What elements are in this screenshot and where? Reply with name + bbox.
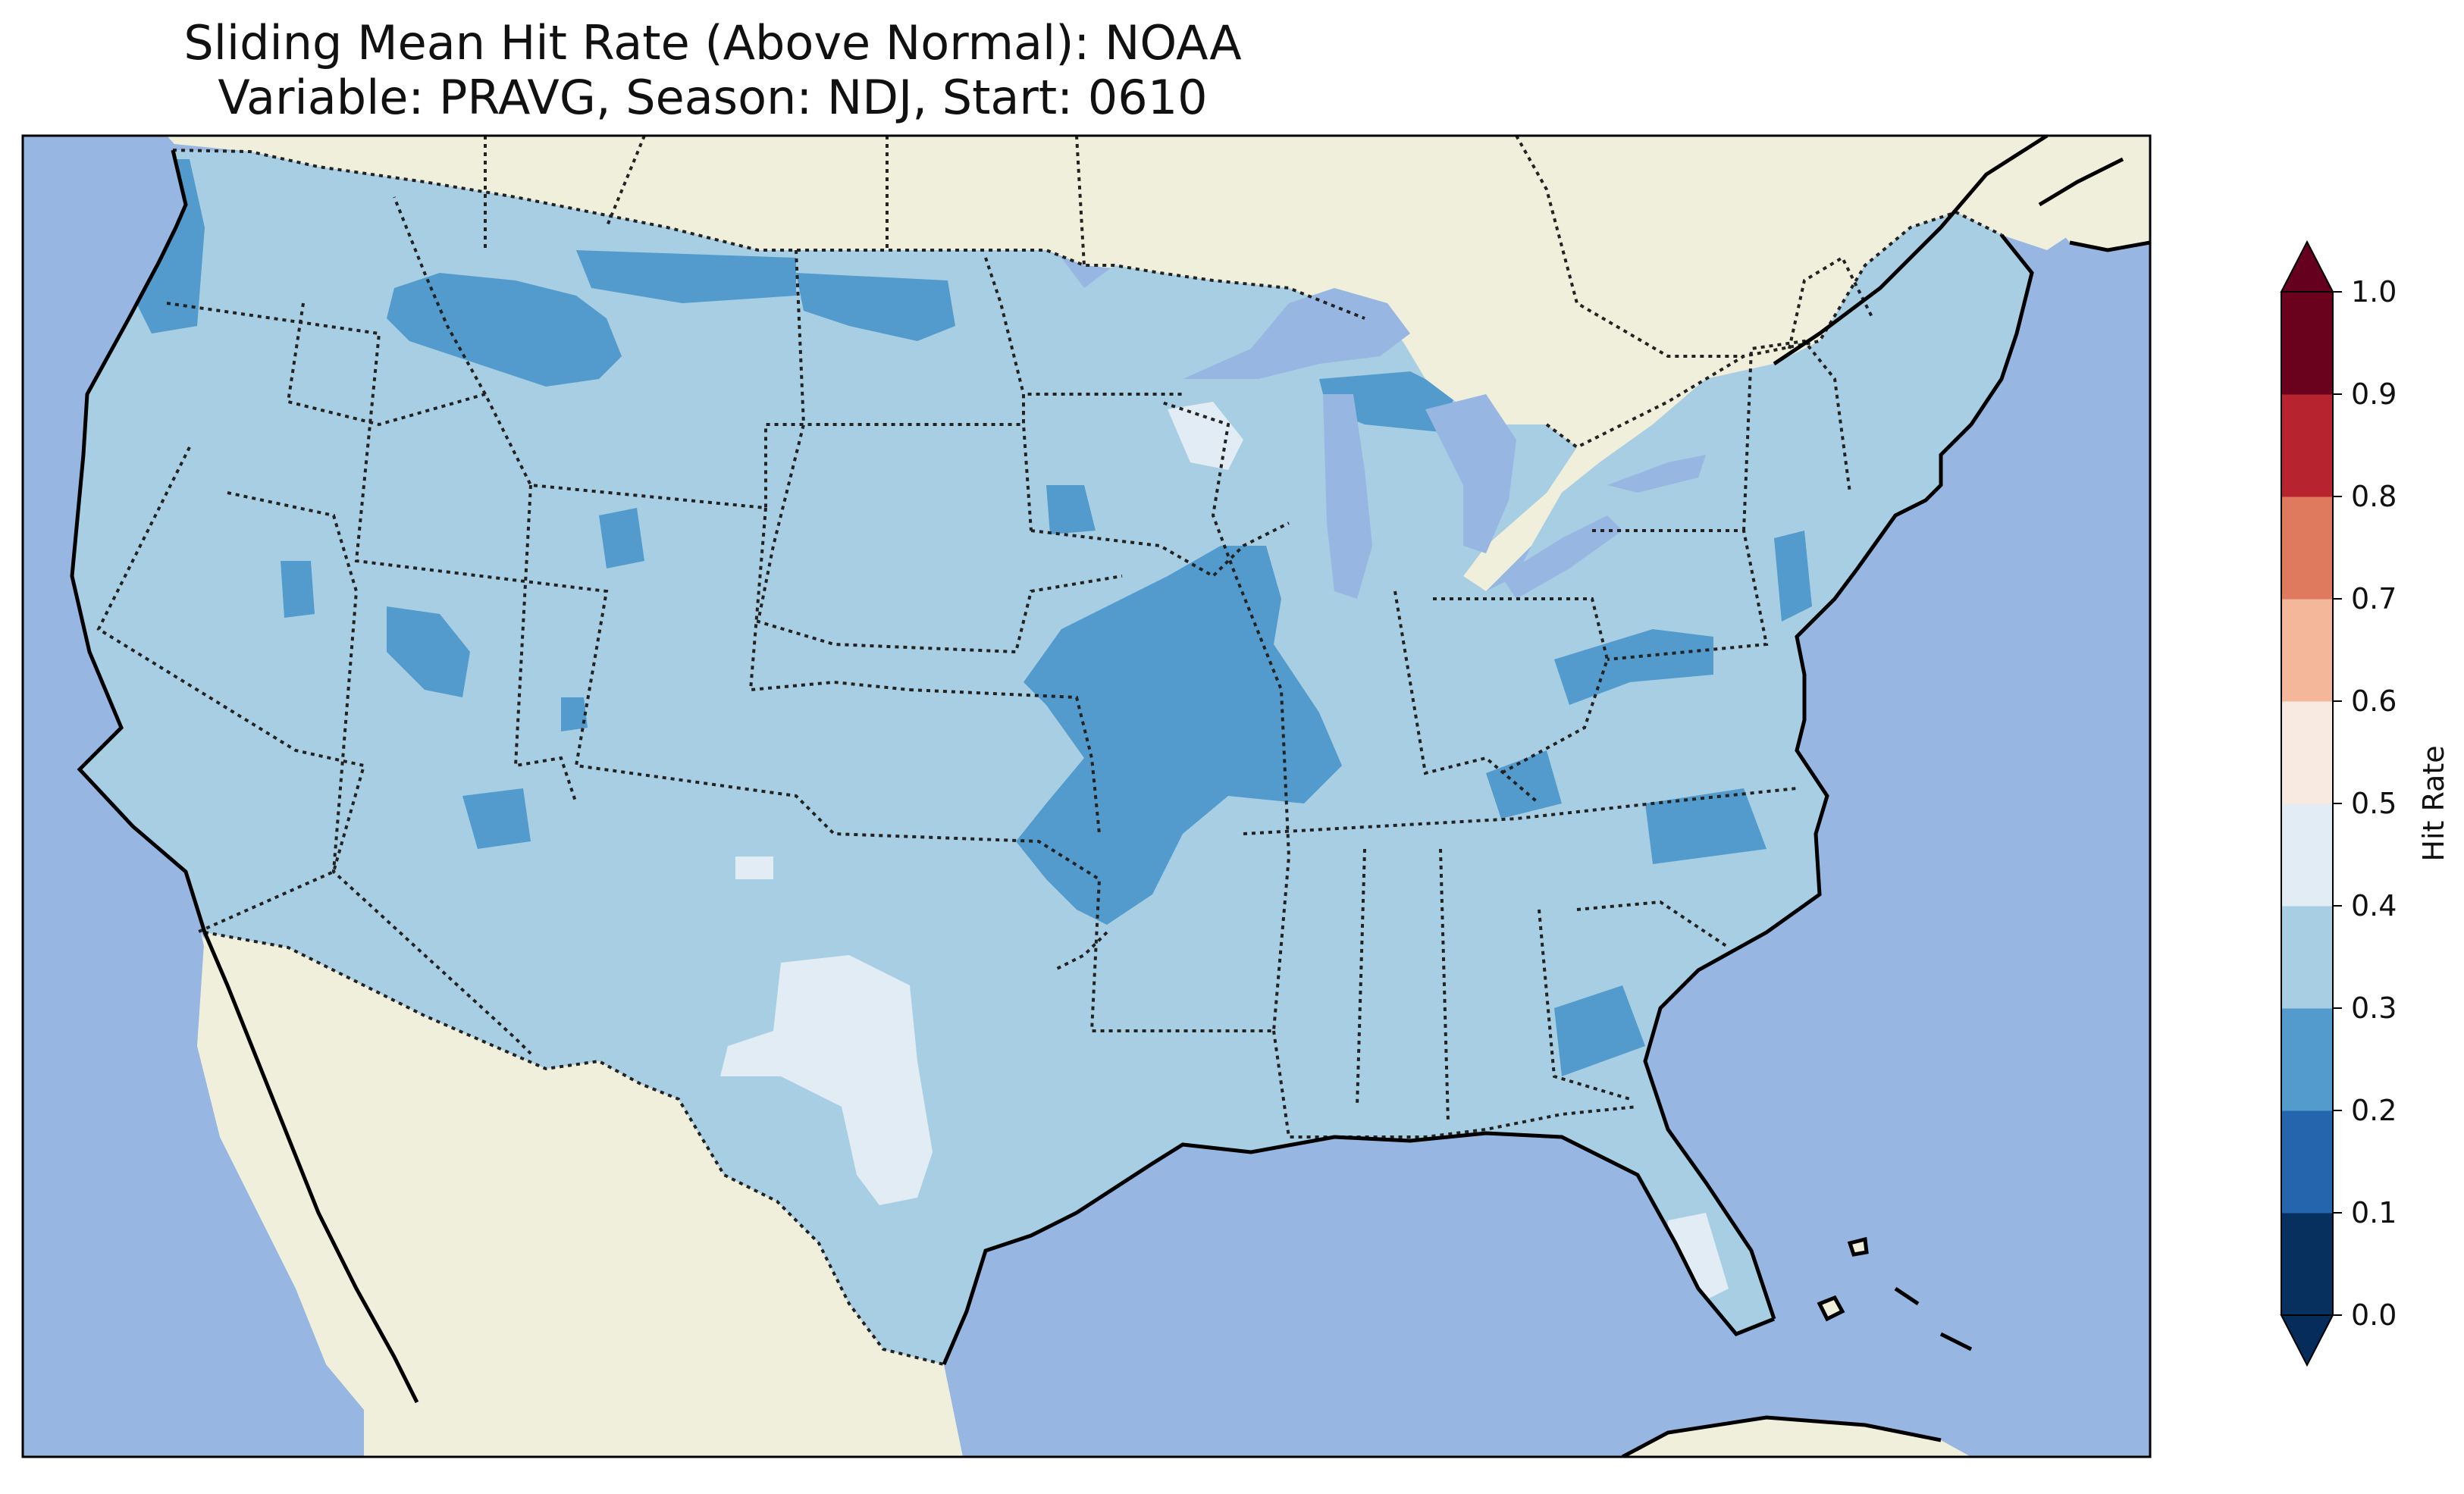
colorbar-tick-label: 0.0 bbox=[2351, 1298, 2397, 1332]
colorbar-tick-label: 1.0 bbox=[2351, 275, 2397, 309]
colorbar-tick-label: 0.9 bbox=[2351, 377, 2397, 411]
region-northern-plains bbox=[796, 273, 955, 341]
colorbar-tick-label: 0.4 bbox=[2351, 889, 2397, 922]
colorbar-tick-label: 0.7 bbox=[2351, 582, 2397, 615]
state-borders bbox=[96, 196, 1874, 1139]
region-nevada bbox=[281, 561, 315, 618]
region-georgia bbox=[1554, 985, 1645, 1076]
region-north-carolina bbox=[1645, 788, 1766, 864]
st-lawrence-coastline bbox=[1773, 136, 2049, 366]
region-ohio-valley bbox=[1554, 629, 1713, 705]
region-wyoming bbox=[599, 508, 644, 568]
bahamas-coastline bbox=[1817, 1236, 1973, 1351]
baja-coastline bbox=[202, 932, 419, 1404]
region-west-texas bbox=[720, 955, 933, 1205]
map-subtitle: Variable: PRAVG, Season: NDJ, Start: 061… bbox=[218, 70, 1208, 125]
map-title: Sliding Mean Hit Rate (Above Normal): NO… bbox=[183, 15, 1242, 70]
baja-peninsula bbox=[201, 932, 417, 1417]
colorbar-segment bbox=[2281, 394, 2333, 497]
region-wv-ky bbox=[1486, 750, 1562, 819]
colorbar-tick-label: 0.1 bbox=[2351, 1196, 2397, 1229]
colorbar-segment bbox=[2281, 496, 2333, 600]
pacific-coastline bbox=[70, 149, 207, 933]
colorbar-segment bbox=[2281, 906, 2333, 1009]
colorbar-segment bbox=[2281, 803, 2333, 907]
us-canada-border bbox=[172, 149, 1365, 320]
canada-maritimes bbox=[2039, 152, 2150, 250]
colorbar-tick-label: 0.5 bbox=[2351, 787, 2397, 820]
colorbar-segment bbox=[2281, 1110, 2333, 1214]
map-frame bbox=[21, 134, 2152, 1458]
region-mt-north bbox=[576, 250, 796, 303]
colorbar-segment bbox=[2281, 599, 2333, 702]
colorbar-tick-label: 0.6 bbox=[2351, 684, 2397, 718]
region-utah-sw bbox=[561, 697, 588, 731]
lake-ontario bbox=[1607, 455, 1706, 493]
coastlines bbox=[70, 136, 2150, 1457]
colorbar-tick-label: 0.8 bbox=[2351, 480, 2397, 513]
region-utah bbox=[387, 606, 470, 697]
atlantic-coastline bbox=[1643, 233, 2034, 1320]
colorbar-group: 0.0 0.1 0.2 0.3 0.4 0.5 0.6 0.7 0.8 0.9 1.0 Hit Rat… bbox=[2280, 240, 2450, 1367]
colorbar-segment bbox=[2281, 1213, 2333, 1316]
region-wisconsin bbox=[1168, 402, 1243, 470]
maritimes-coastline bbox=[2038, 157, 2150, 252]
colorbar-extend-min bbox=[2280, 1314, 2334, 1367]
region-ne-new-mexico bbox=[735, 857, 773, 879]
region-south-dakota bbox=[1046, 485, 1096, 534]
us-canada-border-east bbox=[1545, 210, 2002, 449]
region-new-jersey bbox=[1774, 531, 1812, 622]
gulf-coastline bbox=[942, 1131, 1775, 1365]
colorbar-extend-max bbox=[2280, 240, 2334, 293]
canada-landmass bbox=[23, 136, 2150, 591]
lake-erie bbox=[1501, 515, 1622, 599]
region-idaho-montana bbox=[387, 273, 622, 387]
colorbar-label: Hit Rate bbox=[2417, 745, 2450, 861]
lake-superior bbox=[1183, 288, 1410, 379]
cuba-coastline bbox=[1621, 1415, 1942, 1457]
colorbar-tick-label: 0.3 bbox=[2351, 991, 2397, 1025]
lakes bbox=[1183, 288, 1706, 599]
country-borders bbox=[172, 136, 2002, 1366]
region-arizona bbox=[462, 788, 531, 849]
mexico-landmass bbox=[197, 932, 963, 1457]
colorbar-tick-label: 0.2 bbox=[2351, 1094, 2397, 1127]
colorbar-segment bbox=[2281, 701, 2333, 804]
land-areas bbox=[23, 136, 2150, 1457]
colorbar-segment bbox=[2281, 292, 2333, 395]
lake-michigan bbox=[1323, 394, 1372, 599]
us-mexico-border bbox=[204, 931, 945, 1366]
lake-huron bbox=[1425, 394, 1516, 553]
colorbar-segment bbox=[2281, 1008, 2333, 1111]
